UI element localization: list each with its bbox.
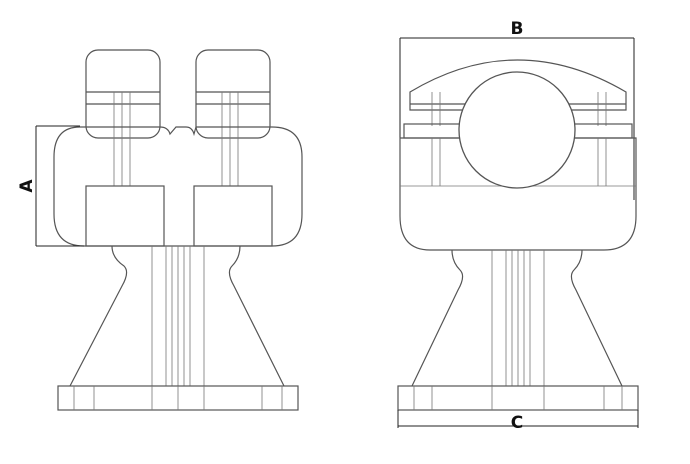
right-top-cap <box>409 59 627 111</box>
dimension-c-label: C <box>511 413 523 433</box>
right-base-plate <box>397 385 639 411</box>
left-pedestal <box>69 245 285 387</box>
dimension-a-label: A <box>17 179 37 193</box>
dimension-a: A <box>17 125 84 247</box>
right-view: B <box>397 19 639 433</box>
right-clamp-body <box>399 137 637 251</box>
dimension-b-label: B <box>511 19 524 39</box>
left-pocket-2 <box>193 185 273 247</box>
right-pedestal <box>411 249 623 387</box>
left-pocket-1 <box>85 185 165 247</box>
left-bolt-head-2 <box>195 49 271 139</box>
left-clamp-body <box>53 126 303 247</box>
left-base-plate <box>57 385 299 411</box>
left-bolt-head-1 <box>85 49 161 139</box>
dimension-c: C <box>397 410 639 433</box>
right-pipe-bore <box>458 71 576 189</box>
left-view: A <box>17 49 303 411</box>
